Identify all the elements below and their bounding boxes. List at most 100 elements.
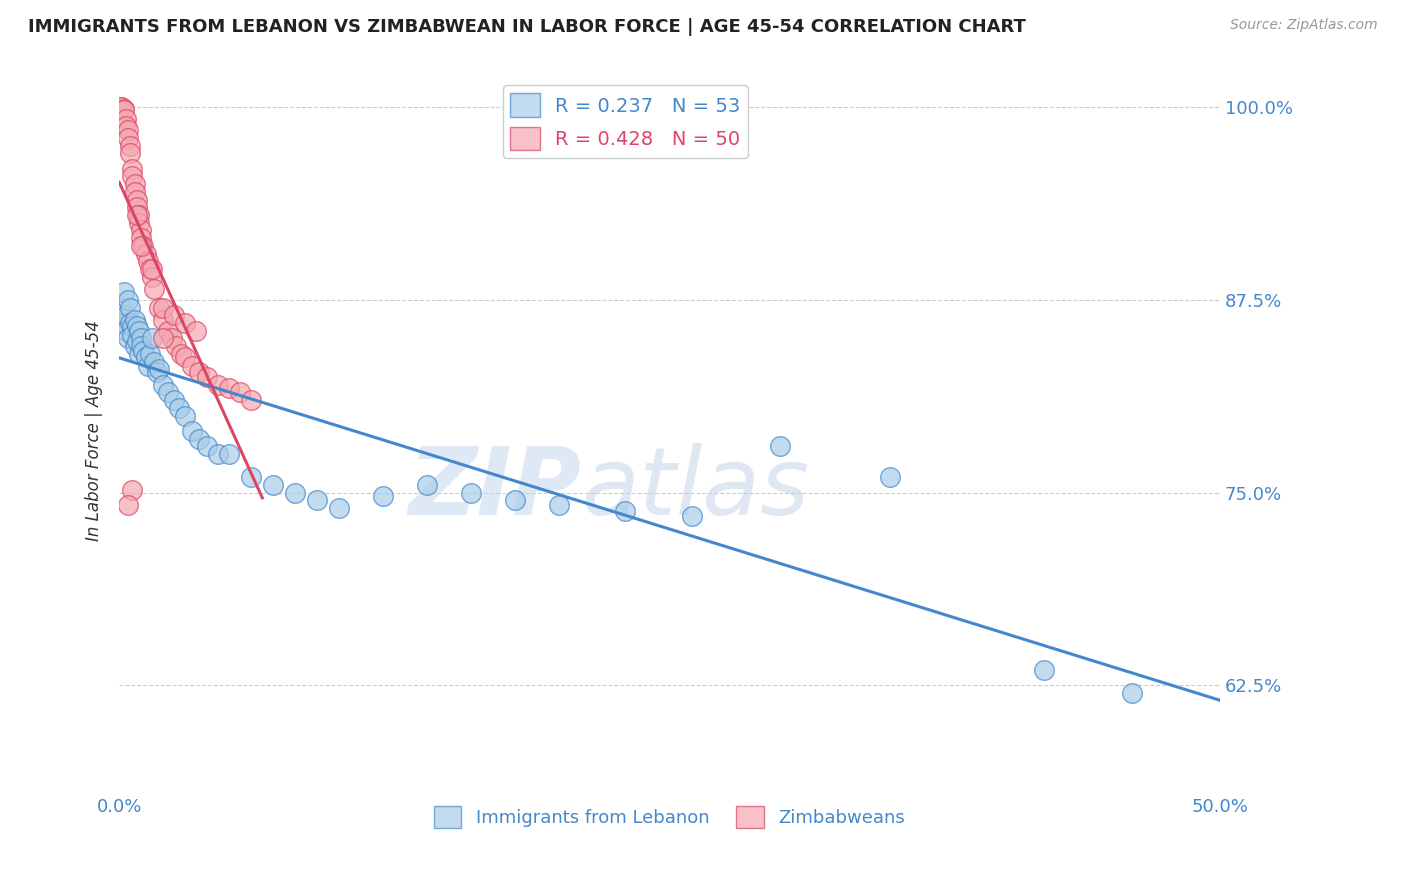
Point [307, 493, 329, 508]
Point [121, 169, 143, 184]
Point [120, 301, 142, 315]
Point [141, 262, 163, 277]
Point [121, 483, 143, 497]
Point [195, 370, 218, 384]
Point [125, 319, 148, 334]
Point [174, 316, 197, 330]
Point [115, 324, 138, 338]
Point [117, 498, 139, 512]
Y-axis label: In Labor Force | Age 45-54: In Labor Force | Age 45-54 [86, 320, 103, 541]
Point [115, 308, 138, 322]
Point [124, 339, 146, 353]
Point [125, 208, 148, 222]
Point [152, 331, 174, 345]
Point [141, 269, 163, 284]
Point [124, 185, 146, 199]
Point [548, 498, 571, 512]
Point [145, 365, 167, 379]
Point [125, 334, 148, 349]
Point [328, 501, 350, 516]
Point [180, 424, 202, 438]
Point [112, 103, 135, 117]
Point [124, 177, 146, 191]
Point [124, 313, 146, 327]
Point [115, 112, 138, 127]
Point [614, 504, 637, 518]
Point [110, 100, 132, 114]
Point [373, 489, 395, 503]
Point [163, 308, 186, 322]
Point [1032, 663, 1054, 677]
Point [163, 393, 186, 408]
Legend: Immigrants from Lebanon, Zimbabweans: Immigrants from Lebanon, Zimbabweans [427, 798, 912, 835]
Point [195, 439, 218, 453]
Point [110, 301, 132, 315]
Point [117, 331, 139, 345]
Point [135, 350, 157, 364]
Point [143, 282, 166, 296]
Point [170, 347, 193, 361]
Point [117, 131, 139, 145]
Point [152, 301, 174, 315]
Point [135, 246, 157, 260]
Point [115, 119, 138, 133]
Point [152, 377, 174, 392]
Point [125, 200, 148, 214]
Point [132, 343, 155, 358]
Point [121, 161, 143, 176]
Point [110, 100, 132, 114]
Point [112, 285, 135, 300]
Point [167, 401, 190, 415]
Point [207, 377, 229, 392]
Point [141, 331, 163, 345]
Point [152, 313, 174, 327]
Point [139, 347, 162, 361]
Point [132, 239, 155, 253]
Point [186, 324, 208, 338]
Text: atlas: atlas [582, 443, 810, 534]
Point [129, 339, 152, 353]
Point [681, 508, 703, 523]
Point [121, 328, 143, 343]
Point [505, 493, 527, 508]
Point [156, 385, 179, 400]
Point [139, 262, 162, 277]
Point [136, 359, 159, 373]
Point [129, 239, 152, 253]
Point [129, 231, 152, 245]
Point [128, 208, 150, 222]
Point [121, 319, 143, 334]
Point [879, 470, 901, 484]
Point [416, 478, 439, 492]
Point [120, 138, 142, 153]
Point [218, 447, 240, 461]
Text: Source: ZipAtlas.com: Source: ZipAtlas.com [1230, 18, 1378, 32]
Point [136, 254, 159, 268]
Point [174, 409, 197, 423]
Point [125, 193, 148, 207]
Point [166, 339, 188, 353]
Point [240, 393, 263, 408]
Point [768, 439, 790, 453]
Point [128, 347, 150, 361]
Point [1121, 686, 1143, 700]
Point [129, 331, 152, 345]
Point [120, 316, 142, 330]
Point [120, 146, 142, 161]
Text: ZIP: ZIP [409, 443, 582, 535]
Point [174, 350, 197, 364]
Point [128, 216, 150, 230]
Point [112, 316, 135, 330]
Point [156, 324, 179, 338]
Point [240, 470, 263, 484]
Point [187, 432, 209, 446]
Point [218, 381, 240, 395]
Point [207, 447, 229, 461]
Point [180, 359, 202, 373]
Point [262, 478, 284, 492]
Point [128, 324, 150, 338]
Point [112, 102, 135, 116]
Point [187, 365, 209, 379]
Point [148, 301, 170, 315]
Point [160, 331, 183, 345]
